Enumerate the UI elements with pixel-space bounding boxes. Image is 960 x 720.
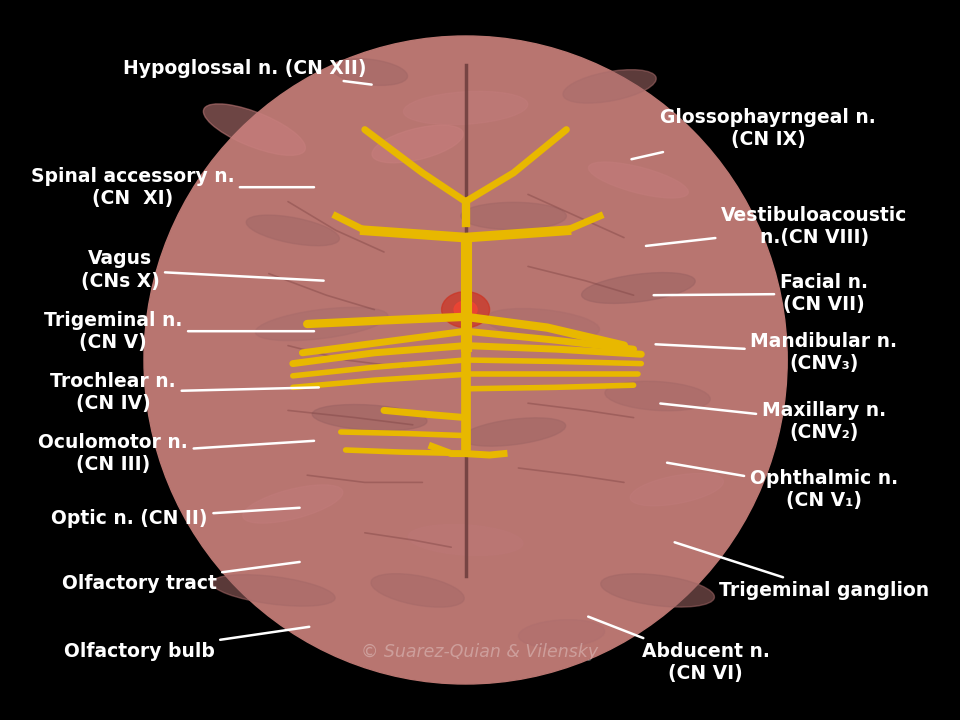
- Ellipse shape: [486, 309, 599, 339]
- Text: Abducent n.
(CN VI): Abducent n. (CN VI): [588, 616, 770, 683]
- Ellipse shape: [403, 91, 528, 125]
- Ellipse shape: [563, 70, 657, 103]
- Circle shape: [442, 292, 490, 328]
- Text: Optic n. (CN II): Optic n. (CN II): [51, 508, 300, 528]
- Ellipse shape: [582, 273, 695, 303]
- Ellipse shape: [588, 162, 688, 198]
- Ellipse shape: [518, 620, 605, 647]
- Text: Trigeminal n.
(CN V): Trigeminal n. (CN V): [44, 311, 314, 351]
- Ellipse shape: [462, 418, 565, 446]
- Text: Olfactory bulb: Olfactory bulb: [63, 627, 309, 661]
- Text: © Suarez-Quian & Vilensky: © Suarez-Quian & Vilensky: [361, 642, 599, 661]
- Text: Trigeminal ganglion: Trigeminal ganglion: [675, 542, 928, 600]
- Ellipse shape: [312, 405, 427, 431]
- Ellipse shape: [144, 36, 787, 684]
- Ellipse shape: [461, 202, 566, 230]
- Text: Maxillary n.
(CNV₂): Maxillary n. (CNV₂): [660, 401, 886, 441]
- Ellipse shape: [243, 485, 343, 523]
- Text: Vestibuloacoustic
n.(CN VIII): Vestibuloacoustic n.(CN VIII): [646, 207, 907, 247]
- Ellipse shape: [204, 104, 305, 156]
- Text: Hypoglossal n. (CN XII): Hypoglossal n. (CN XII): [123, 59, 372, 85]
- Text: Vagus
(CNs X): Vagus (CNs X): [81, 250, 324, 290]
- Ellipse shape: [212, 575, 335, 606]
- Text: Glossophayrngeal n.
(CN IX): Glossophayrngeal n. (CN IX): [632, 108, 876, 159]
- Ellipse shape: [630, 474, 724, 505]
- Ellipse shape: [601, 574, 714, 607]
- Text: Oculomotor n.
(CN III): Oculomotor n. (CN III): [38, 433, 314, 474]
- Circle shape: [454, 301, 477, 318]
- Ellipse shape: [372, 125, 464, 163]
- Ellipse shape: [331, 58, 408, 86]
- Text: Olfactory tract: Olfactory tract: [61, 562, 300, 593]
- Ellipse shape: [371, 574, 465, 607]
- Text: Ophthalmic n.
(CN V₁): Ophthalmic n. (CN V₁): [667, 463, 898, 510]
- Text: Mandibular n.
(CNV₃): Mandibular n. (CNV₃): [656, 333, 898, 373]
- Text: Spinal accessory n.
(CN  XI): Spinal accessory n. (CN XI): [31, 167, 314, 207]
- Text: Facial n.
(CN VII): Facial n. (CN VII): [654, 274, 868, 314]
- Ellipse shape: [255, 307, 388, 341]
- Ellipse shape: [605, 382, 710, 410]
- Ellipse shape: [408, 524, 523, 556]
- Text: Trochlear n.
(CN IV): Trochlear n. (CN IV): [51, 372, 319, 413]
- Ellipse shape: [246, 215, 340, 246]
